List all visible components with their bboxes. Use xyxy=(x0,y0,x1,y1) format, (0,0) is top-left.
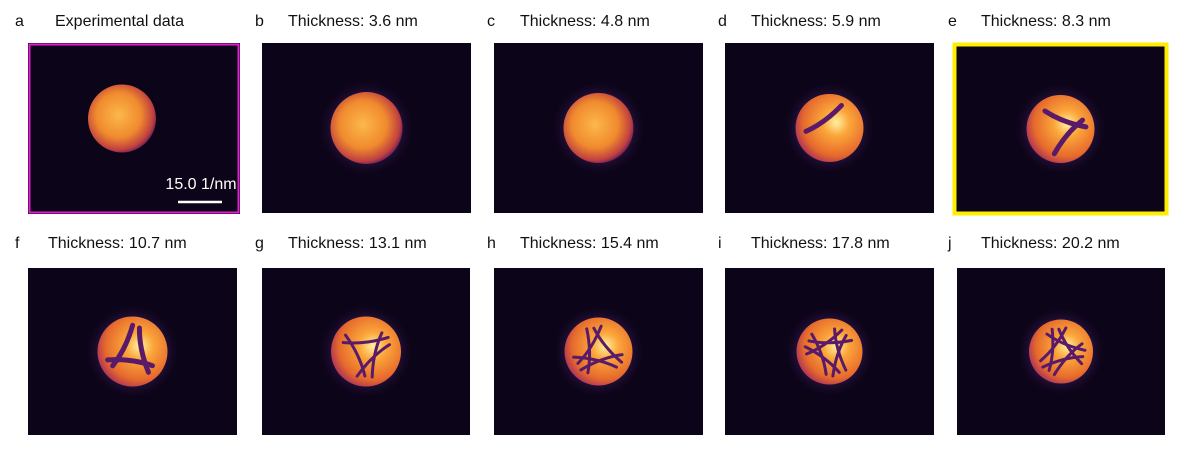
panel: d Thickness: 5.9 nm xyxy=(718,13,934,213)
dark-fringe xyxy=(579,353,624,372)
panel-title: Thickness: 5.9 nm xyxy=(751,13,881,30)
dark-fringe xyxy=(341,335,390,345)
panel-title: Experimental data xyxy=(55,13,184,30)
diffraction-disk xyxy=(330,92,403,164)
panel-title: Thickness: 10.7 nm xyxy=(48,235,187,252)
dark-fringe xyxy=(1041,355,1085,369)
panel: i Thickness: 17.8 nm xyxy=(718,235,934,435)
panel: e Thickness: 8.3 nm xyxy=(948,13,1169,216)
dark-fringe xyxy=(105,357,155,369)
dark-fringe xyxy=(110,322,136,369)
dark-fringe xyxy=(1047,327,1055,372)
dark-fringe xyxy=(370,331,384,379)
dark-fringe xyxy=(592,326,624,364)
panel: a Experimental data xyxy=(15,13,240,214)
dark-fringe xyxy=(833,327,848,372)
panel-letter: d xyxy=(718,13,727,30)
dark-fringe xyxy=(1057,327,1084,366)
dark-fringe xyxy=(1042,108,1089,130)
dark-fringe xyxy=(585,327,592,375)
dark-fringe xyxy=(344,333,367,378)
dark-fringe xyxy=(136,325,151,375)
diffraction-disk xyxy=(1029,319,1093,384)
panel-title: Thickness: 17.8 nm xyxy=(751,235,890,252)
panel-letter: c xyxy=(487,13,495,30)
highlight-border xyxy=(28,43,240,214)
dark-fringe xyxy=(1051,117,1086,157)
dark-fringe xyxy=(572,355,618,369)
dark-fringe xyxy=(831,333,848,378)
panel-letter: f xyxy=(15,235,20,252)
panel-letter: e xyxy=(948,13,957,30)
panel-letter: j xyxy=(947,235,952,252)
panel-letter: b xyxy=(255,13,264,30)
panel-title: Thickness: 15.4 nm xyxy=(520,235,659,252)
diffraction-disk xyxy=(331,316,401,387)
dark-fringe xyxy=(803,345,841,374)
dark-fringe xyxy=(576,324,603,365)
panel: b Thickness: 3.6 nm xyxy=(255,13,471,213)
diffraction-disk xyxy=(795,94,864,162)
panel-title: Thickness: 20.2 nm xyxy=(981,235,1120,252)
panel: c Thickness: 4.8 nm xyxy=(487,13,703,213)
panel: g Thickness: 13.1 nm xyxy=(255,235,470,435)
panel-title: Thickness: 13.1 nm xyxy=(288,235,427,252)
diffraction-disk xyxy=(564,317,633,386)
panel-letter: h xyxy=(487,235,496,252)
scale-bar-label: 15.0 1/nm xyxy=(165,176,236,193)
dark-fringe xyxy=(1052,342,1084,377)
diffraction-disk xyxy=(796,318,863,385)
panel: j Thickness: 20.2 nm xyxy=(947,235,1165,435)
panel-title: Thickness: 3.6 nm xyxy=(288,13,418,30)
panel: f Thickness: 10.7 nm xyxy=(15,235,237,435)
dark-fringe xyxy=(810,332,828,376)
panel-letter: a xyxy=(15,13,24,30)
dark-fringe xyxy=(803,102,844,134)
dark-fringe xyxy=(1039,326,1068,363)
panel-title: Thickness: 4.8 nm xyxy=(520,13,650,30)
panel-letter: i xyxy=(718,235,722,252)
panel-letter: g xyxy=(255,235,264,252)
diffraction-disk xyxy=(88,84,156,153)
panel: h Thickness: 15.4 nm xyxy=(487,235,703,435)
highlight-border xyxy=(952,42,1169,216)
diffraction-disk xyxy=(563,93,634,163)
diffraction-disk xyxy=(97,316,168,387)
dark-fringe xyxy=(807,338,854,345)
panel-title: Thickness: 8.3 nm xyxy=(981,13,1111,30)
dark-fringe xyxy=(1045,332,1087,352)
dark-fringe xyxy=(805,328,844,356)
dark-fringe xyxy=(355,343,392,378)
